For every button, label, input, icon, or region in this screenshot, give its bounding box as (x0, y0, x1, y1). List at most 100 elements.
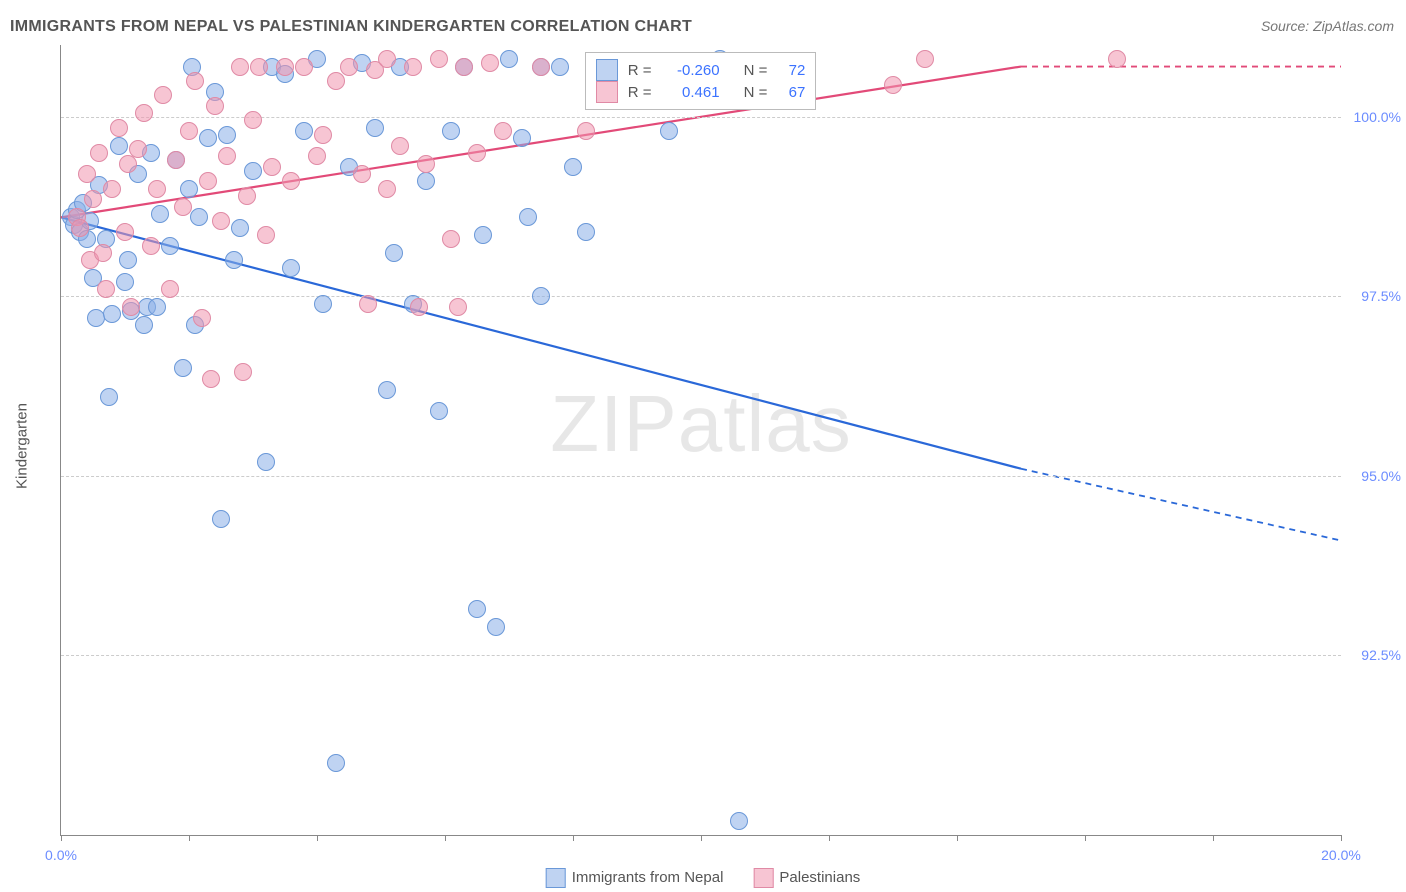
scatter-point (468, 144, 486, 162)
scatter-point (730, 812, 748, 830)
scatter-point (308, 147, 326, 165)
scatter-point (116, 273, 134, 291)
scatter-point (174, 359, 192, 377)
scatter-point (442, 122, 460, 140)
legend-item: Immigrants from Nepal (546, 868, 724, 888)
x-tick (317, 835, 318, 841)
source-attribution: Source: ZipAtlas.com (1261, 18, 1394, 34)
scatter-point (551, 58, 569, 76)
scatter-point (97, 280, 115, 298)
scatter-point (135, 316, 153, 334)
scatter-point (378, 50, 396, 68)
scatter-point (513, 129, 531, 147)
legend-r-prefix: R = (628, 84, 652, 101)
scatter-point (314, 295, 332, 313)
scatter-point (161, 280, 179, 298)
scatter-point (180, 122, 198, 140)
scatter-point (174, 198, 192, 216)
legend-label: Palestinians (779, 869, 860, 886)
scatter-point (257, 453, 275, 471)
scatter-point (660, 122, 678, 140)
gridline (61, 655, 1341, 656)
scatter-point (327, 754, 345, 772)
legend-n-prefix: N = (744, 62, 768, 79)
scatter-point (148, 298, 166, 316)
scatter-point (404, 58, 422, 76)
scatter-point (94, 244, 112, 262)
scatter-point (417, 155, 435, 173)
trend-line (61, 217, 1021, 468)
scatter-point (103, 305, 121, 323)
scatter-point (244, 111, 262, 129)
y-tick-label: 100.0% (1354, 109, 1401, 125)
scatter-point (250, 58, 268, 76)
x-tick (701, 835, 702, 841)
scatter-point (378, 381, 396, 399)
scatter-point (353, 165, 371, 183)
scatter-point (154, 86, 172, 104)
gridline (61, 476, 1341, 477)
legend-swatch (753, 868, 773, 888)
legend-n-value: 67 (777, 84, 805, 101)
legend-r-value: -0.260 (662, 62, 720, 79)
legend-n-value: 72 (777, 62, 805, 79)
scatter-point (442, 230, 460, 248)
scatter-point (180, 180, 198, 198)
scatter-point (116, 223, 134, 241)
scatter-point (481, 54, 499, 72)
scatter-point (884, 76, 902, 94)
trend-line-extrapolated (1021, 469, 1341, 541)
legend-item: Palestinians (753, 868, 860, 888)
scatter-point (295, 122, 313, 140)
y-tick-label: 95.0% (1361, 468, 1401, 484)
scatter-point (78, 165, 96, 183)
scatter-point (455, 58, 473, 76)
scatter-point (532, 287, 550, 305)
scatter-point (186, 72, 204, 90)
scatter-point (263, 158, 281, 176)
scatter-point (193, 309, 211, 327)
scatter-point (71, 219, 89, 237)
scatter-point (430, 50, 448, 68)
scatter-point (129, 140, 147, 158)
scatter-point (1108, 50, 1126, 68)
scatter-point (244, 162, 262, 180)
scatter-point (366, 119, 384, 137)
scatter-point (103, 180, 121, 198)
x-tick (829, 835, 830, 841)
scatter-point (231, 58, 249, 76)
scatter-point (199, 129, 217, 147)
chart-container: IMMIGRANTS FROM NEPAL VS PALESTINIAN KIN… (0, 0, 1406, 892)
gridline (61, 296, 1341, 297)
scatter-point (199, 172, 217, 190)
scatter-point (206, 97, 224, 115)
x-tick-label: 20.0% (1321, 847, 1361, 863)
scatter-point (378, 180, 396, 198)
scatter-point (218, 147, 236, 165)
chart-title: IMMIGRANTS FROM NEPAL VS PALESTINIAN KIN… (10, 18, 692, 36)
legend-stats-row: R =0.461 N =67 (596, 81, 806, 103)
scatter-point (135, 104, 153, 122)
scatter-point (577, 122, 595, 140)
scatter-point (417, 172, 435, 190)
scatter-point (564, 158, 582, 176)
scatter-point (167, 151, 185, 169)
scatter-point (212, 212, 230, 230)
scatter-point (494, 122, 512, 140)
y-axis-label: Kindergarten (14, 403, 31, 489)
scatter-point (314, 126, 332, 144)
x-tick (1213, 835, 1214, 841)
scatter-point (500, 50, 518, 68)
scatter-point (142, 237, 160, 255)
x-tick (1341, 835, 1342, 841)
scatter-point (449, 298, 467, 316)
x-tick (573, 835, 574, 841)
scatter-point (282, 172, 300, 190)
scatter-point (161, 237, 179, 255)
legend-r-prefix: R = (628, 62, 652, 79)
scatter-point (231, 219, 249, 237)
x-tick (1085, 835, 1086, 841)
scatter-point (225, 251, 243, 269)
scatter-point (391, 137, 409, 155)
legend-label: Immigrants from Nepal (572, 869, 724, 886)
